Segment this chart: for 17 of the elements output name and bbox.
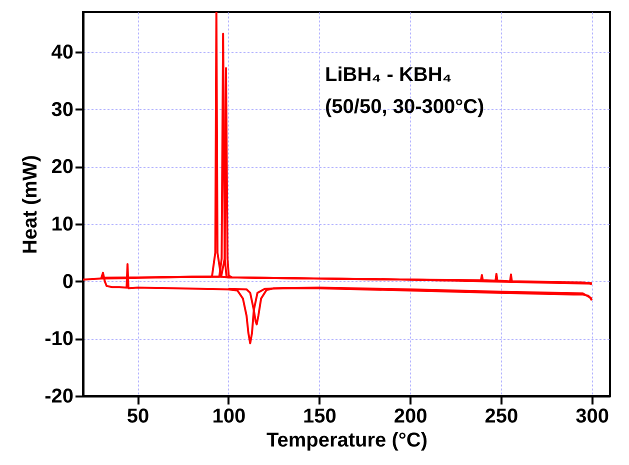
x-tick-label: 300 — [576, 406, 610, 428]
annotation: (50/50, 30-300°C) — [325, 96, 484, 118]
y-tick-label: -10 — [44, 328, 74, 350]
y-tick-label: 40 — [51, 42, 74, 64]
y-axis-title: Heat (mW) — [20, 155, 42, 254]
y-tick-label: 10 — [51, 214, 74, 236]
x-tick-label: 200 — [394, 406, 428, 428]
x-tick-label: 150 — [303, 406, 336, 428]
x-axis-title: Temperature (°C) — [266, 430, 428, 452]
y-tick-label: 0 — [62, 270, 74, 293]
annotation: LiBH₄ - KBH₄ — [325, 64, 452, 86]
y-tick-label: 30 — [51, 98, 74, 121]
x-tick-label: 50 — [126, 406, 150, 428]
x-tick-label: 100 — [212, 406, 246, 428]
x-tick-label: 250 — [484, 406, 518, 428]
y-tick-label: 20 — [51, 156, 74, 178]
y-tick-label: -20 — [44, 386, 74, 408]
